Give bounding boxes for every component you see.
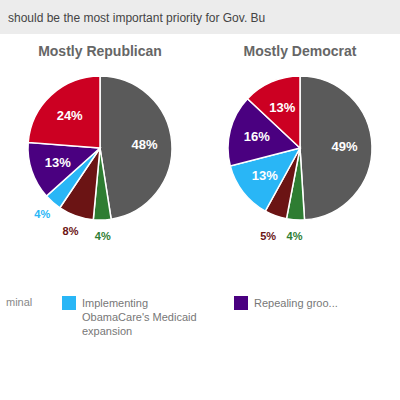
- data-label: 5%: [260, 230, 276, 242]
- chart: should be the most important priority fo…: [0, 0, 400, 400]
- title-strip: [0, 0, 400, 34]
- legend: minal ImplementingObamaCare's Medicaidexp…: [6, 296, 338, 337]
- legend-swatch: [62, 296, 76, 310]
- data-label: 13%: [269, 100, 295, 115]
- data-label: 4%: [34, 208, 50, 220]
- data-label: 16%: [244, 129, 270, 144]
- data-label: 8%: [63, 225, 79, 237]
- pie-slice: [28, 142, 100, 196]
- legend-swatch: [234, 296, 248, 310]
- legend-entry: ImplementingObamaCare's Medicaidexpansio…: [82, 297, 197, 337]
- pie: [228, 76, 372, 220]
- pie-title: Mostly Democrat: [244, 43, 357, 59]
- legend-entry: Repealing groo...: [254, 297, 338, 309]
- data-label: 13%: [252, 168, 278, 183]
- data-label: 48%: [131, 137, 157, 152]
- data-label: 13%: [45, 155, 71, 170]
- title: should be the most important priority fo…: [8, 11, 265, 25]
- pie: [28, 76, 172, 220]
- pie-slice: [300, 76, 372, 220]
- data-label: 4%: [95, 230, 111, 242]
- pie-slice: [28, 76, 100, 148]
- data-label: 49%: [332, 139, 358, 154]
- data-label: 24%: [57, 108, 83, 123]
- data-label: 4%: [287, 230, 303, 242]
- pie-slice: [100, 76, 172, 219]
- annotation: minal: [6, 296, 32, 308]
- pie-title: Mostly Republican: [38, 43, 162, 59]
